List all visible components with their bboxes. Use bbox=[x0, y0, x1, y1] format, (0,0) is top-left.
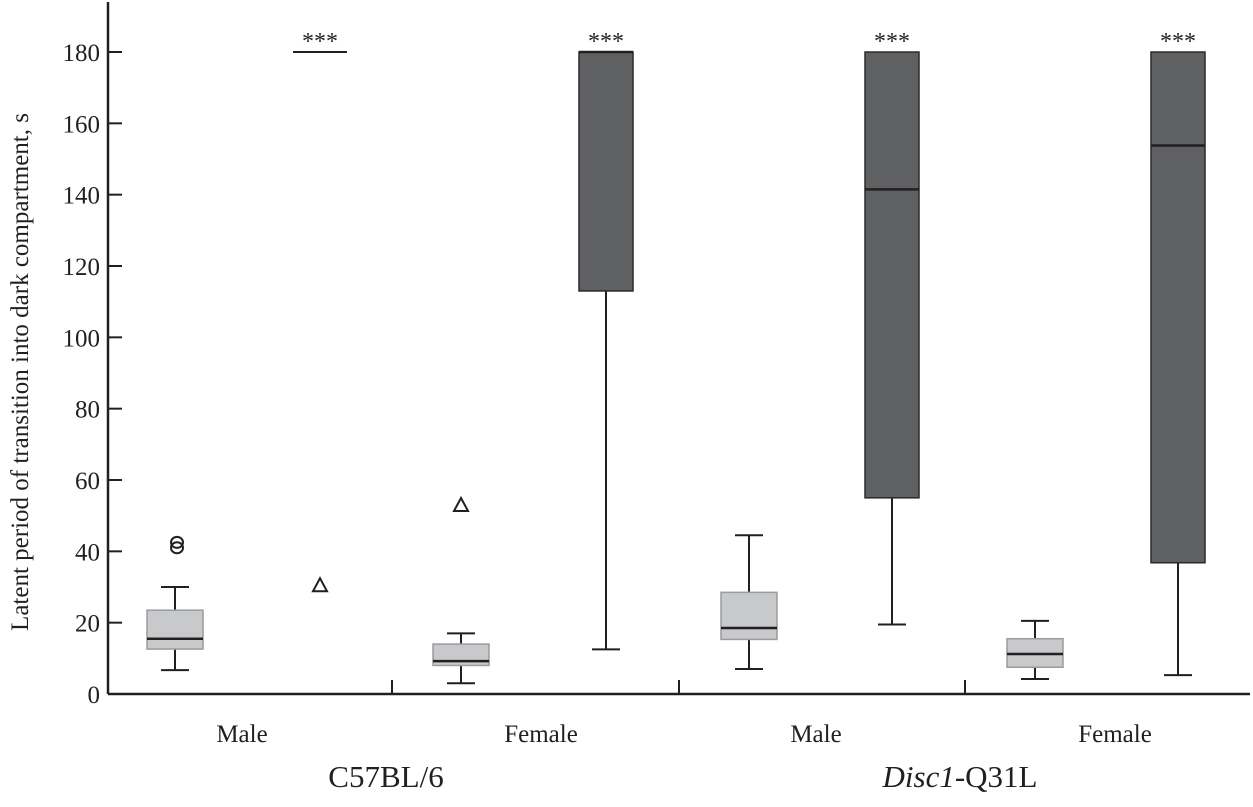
box-iqr bbox=[578, 51, 634, 292]
strain-label-disc1: Disc1-Q31L bbox=[882, 759, 1038, 794]
y-tick-label: 60 bbox=[75, 468, 100, 495]
sex-label: Female bbox=[1078, 721, 1152, 748]
significance-stars: *** bbox=[874, 29, 910, 55]
y-tick-label: 0 bbox=[88, 682, 101, 709]
y-tick-label: 20 bbox=[75, 611, 100, 638]
significance-stars: *** bbox=[588, 29, 624, 55]
outlier-circle bbox=[170, 541, 184, 555]
strain-label-disc1-italic: Disc1 bbox=[882, 759, 955, 794]
box-7 bbox=[1006, 619, 1064, 681]
strain-labels: C57BL/6 Disc1-Q31L bbox=[328, 759, 1037, 794]
box-iqr bbox=[720, 591, 778, 641]
y-tick-label: 40 bbox=[75, 539, 100, 566]
outlier-circle bbox=[170, 535, 184, 549]
box-6: *** bbox=[864, 29, 920, 626]
boxes: *** *** *** *** bbox=[146, 29, 1206, 685]
sex-label: Male bbox=[790, 721, 841, 748]
box-iqr bbox=[864, 51, 920, 499]
y-axis: 0 20 40 60 80 100 120 140 160 180 bbox=[63, 2, 122, 709]
y-axis-label: Latent period of transition into dark co… bbox=[7, 113, 34, 631]
y-tick-label: 120 bbox=[63, 254, 101, 281]
significance-stars: *** bbox=[302, 29, 338, 55]
y-tick-label: 80 bbox=[75, 397, 100, 424]
significance-stars: *** bbox=[1160, 29, 1196, 55]
box-4: *** bbox=[578, 29, 634, 651]
y-tick-label: 140 bbox=[63, 183, 101, 210]
strain-label-c57bl6: C57BL/6 bbox=[328, 759, 443, 794]
y-tick-label: 100 bbox=[63, 325, 101, 352]
box-3 bbox=[432, 495, 490, 685]
box-2: *** bbox=[293, 29, 347, 593]
sex-label: Female bbox=[504, 721, 578, 748]
box-1 bbox=[146, 535, 204, 672]
strain-label-disc1-suffix: -Q31L bbox=[955, 759, 1038, 794]
box-iqr bbox=[1150, 51, 1206, 564]
y-tick-label: 180 bbox=[63, 40, 101, 67]
box-5 bbox=[720, 534, 778, 671]
outlier-triangle bbox=[452, 495, 470, 512]
x-axis: Male Female Male Female bbox=[108, 680, 1250, 748]
y-tick-label: 160 bbox=[63, 111, 101, 138]
box-8: *** bbox=[1150, 29, 1206, 677]
outlier-triangle bbox=[311, 576, 329, 593]
box-iqr bbox=[146, 609, 204, 650]
sex-label: Male bbox=[216, 721, 267, 748]
